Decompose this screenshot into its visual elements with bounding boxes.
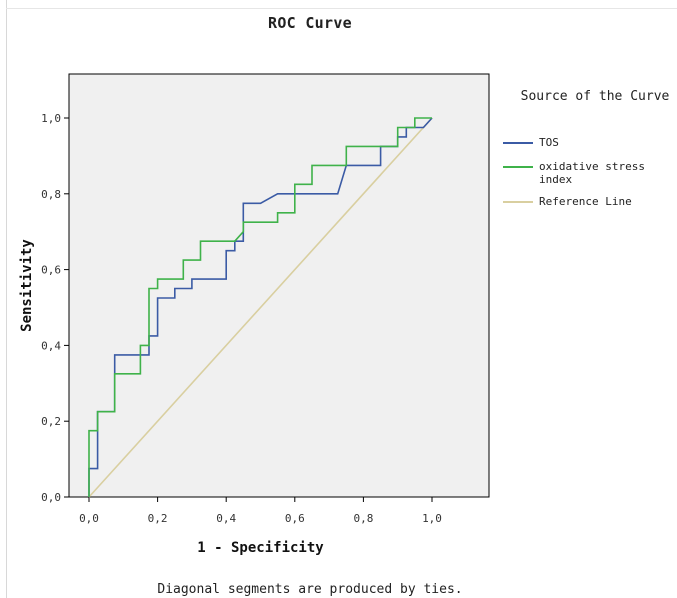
- legend-item-oxidative-stress-index: oxidative stress index: [503, 160, 669, 186]
- legend-item-reference-line: Reference Line: [503, 195, 669, 208]
- y-tick-label: 1,0: [41, 112, 61, 125]
- x-tick-label: 1,0: [422, 512, 442, 525]
- legend-item-tos: TOS: [503, 136, 669, 149]
- x-tick-label: 0,0: [79, 512, 99, 525]
- series-line-oxidative-stress-index: [88, 117, 432, 497]
- x-tick-label: 0,4: [216, 512, 236, 525]
- frame-top-rule: [6, 8, 677, 9]
- chart-title: ROC Curve: [268, 14, 352, 32]
- legend-label-reference-line: Reference Line: [539, 195, 632, 208]
- y-tick-label: 0,4: [41, 339, 61, 352]
- legend-title: Source of the Curve: [520, 89, 670, 104]
- x-axis: 0,0 0,2 0,4 0,6 0,8 1,0: [79, 497, 442, 525]
- series-line-reference-line: [88, 117, 433, 498]
- legend-label-oxidative-stress-index: oxidative stress index: [539, 160, 645, 186]
- legend-label-tos: TOS: [539, 136, 559, 149]
- y-axis-label: Sensitivity: [19, 239, 35, 332]
- x-tick-label: 0,2: [148, 512, 168, 525]
- plot-area: [68, 73, 490, 498]
- y-tick-label: 0,0: [41, 491, 61, 504]
- y-tick-label: 0,6: [41, 264, 61, 277]
- legend-swatch-reference-line: [503, 201, 533, 203]
- y-axis: 0,0 0,2 0,4 0,6 0,8 1,0: [41, 112, 69, 504]
- x-axis-label: 1 - Specificity: [197, 540, 324, 556]
- x-tick-label: 0,8: [353, 512, 373, 525]
- legend-swatch-oxidative-stress-index: [503, 166, 533, 168]
- x-tick-label: 0,6: [285, 512, 305, 525]
- frame-left-rule: [6, 0, 7, 598]
- series-layer: [88, 117, 433, 498]
- chart-footnote: Diagonal segments are produced by ties.: [157, 582, 463, 597]
- y-tick-label: 0,2: [41, 415, 61, 428]
- y-tick-label: 0,8: [41, 188, 61, 201]
- legend-swatch-tos: [503, 142, 533, 144]
